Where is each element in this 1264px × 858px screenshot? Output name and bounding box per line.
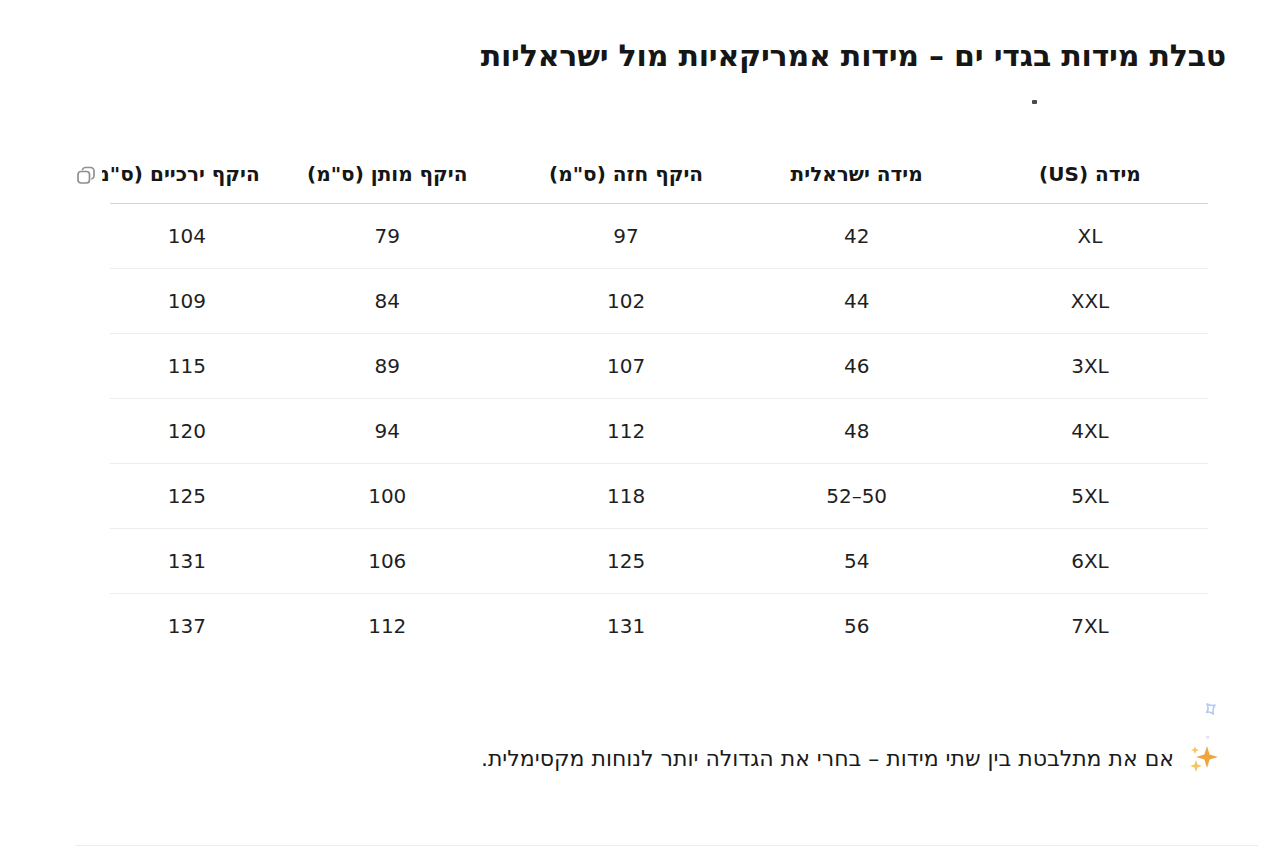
cell-chest: 125: [511, 529, 742, 594]
table-row: XXL4410284109: [110, 269, 1208, 334]
size-table-body: XL429779104XXL44102841093XL46107891154XL…: [110, 204, 1208, 659]
cell-waist: 79: [264, 204, 511, 269]
column-header-il: מידה ישראלית: [741, 158, 972, 204]
cell-us: XL: [972, 204, 1208, 269]
cell-us: 4XL: [972, 399, 1208, 464]
cell-hips: 137: [110, 594, 264, 659]
cell-hips: 109: [110, 269, 264, 334]
column-header-waist: היקף מותן (ס"מ): [264, 158, 511, 204]
size-table-header: מידה (US)מידה ישראליתהיקף חזה (ס"מ)היקף …: [110, 158, 1208, 204]
page-title: טבלת מידות בגדי ים – מידות אמריקאיות מול…: [481, 38, 1226, 73]
cell-us: 5XL: [972, 464, 1208, 529]
cell-chest: 118: [511, 464, 742, 529]
cell-il: 44: [741, 269, 972, 334]
table-row: 5XL50–52118100125: [110, 464, 1208, 529]
table-row: 7XL56131112137: [110, 594, 1208, 659]
cell-waist: 106: [264, 529, 511, 594]
column-header-hips: היקף ירכיים (ס"מ): [110, 158, 264, 204]
table-row: XL429779104: [110, 204, 1208, 269]
sparkles-icon: [1188, 742, 1220, 774]
bottom-divider: [75, 845, 1258, 846]
cell-il: 46: [741, 334, 972, 399]
cell-il: 42: [741, 204, 972, 269]
header-row: מידה (US)מידה ישראליתהיקף חזה (ס"מ)היקף …: [110, 158, 1208, 204]
cell-il: 54: [741, 529, 972, 594]
cell-il: 56: [741, 594, 972, 659]
column-header-chest: היקף חזה (ס"מ): [511, 158, 742, 204]
cell-waist: 84: [264, 269, 511, 334]
cell-hips: 115: [110, 334, 264, 399]
cell-waist: 94: [264, 399, 511, 464]
cell-waist: 89: [264, 334, 511, 399]
copy-icon: [75, 165, 97, 187]
cell-hips: 131: [110, 529, 264, 594]
size-conversion-table: מידה (US)מידה ישראליתהיקף חזה (ס"מ)היקף …: [110, 158, 1208, 658]
cell-us: XXL: [972, 269, 1208, 334]
copy-table-button[interactable]: [69, 159, 102, 192]
cell-hips: 120: [110, 399, 264, 464]
column-header-us: מידה (US): [972, 158, 1208, 204]
cell-chest: 112: [511, 399, 742, 464]
cell-us: 3XL: [972, 334, 1208, 399]
cell-us: 6XL: [972, 529, 1208, 594]
cell-us: 7XL: [972, 594, 1208, 659]
fit-tip-text: אם את מתלבטת בין שתי מידות – בחרי את הגד…: [481, 746, 1174, 771]
title-trailing-period: [1032, 100, 1037, 104]
cell-chest: 97: [511, 204, 742, 269]
cell-il: 48: [741, 399, 972, 464]
cell-waist: 100: [264, 464, 511, 529]
cell-il: 50–52: [741, 464, 972, 529]
table-row: 3XL4610789115: [110, 334, 1208, 399]
sparkle-artifact-icon: [1197, 702, 1223, 742]
cell-chest: 107: [511, 334, 742, 399]
fit-tip-note: אם את מתלבטת בין שתי מידות – בחרי את הגד…: [481, 742, 1220, 774]
cell-chest: 131: [511, 594, 742, 659]
cell-waist: 112: [264, 594, 511, 659]
cell-hips: 104: [110, 204, 264, 269]
cell-chest: 102: [511, 269, 742, 334]
cell-hips: 125: [110, 464, 264, 529]
table-row: 4XL4811294120: [110, 399, 1208, 464]
table-row: 6XL54125106131: [110, 529, 1208, 594]
chat-message-page: טבלת מידות בגדי ים – מידות אמריקאיות מול…: [0, 0, 1264, 858]
